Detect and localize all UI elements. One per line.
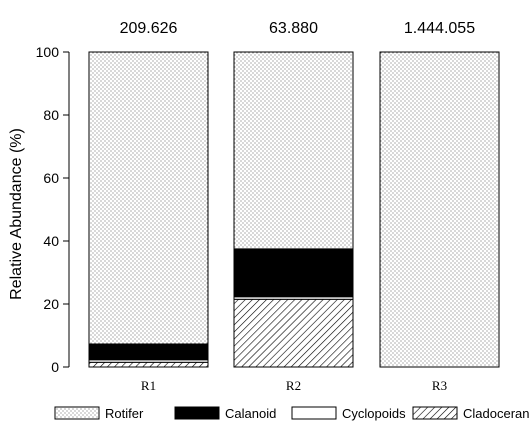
bar-stack-r3 [379, 51, 500, 368]
legend-item-calanoid: Calanoid [174, 406, 276, 421]
y-tick-label: 100 [36, 44, 60, 60]
bar-top-label: 209.626 [120, 20, 178, 37]
bar-segment-calanoid [88, 343, 209, 361]
y-axis-ticks: 0 20 40 60 80 100 [36, 44, 69, 375]
bar-segment-rotifer [379, 51, 500, 368]
bar-top-label: 63.880 [269, 20, 318, 37]
legend-item-cladoceran: Cladoceran [412, 406, 529, 421]
y-tick-label: 0 [51, 359, 59, 375]
bar-segment-calanoid [233, 248, 354, 298]
y-tick-label: 20 [43, 296, 59, 312]
bar-top-label: 1.444.055 [404, 20, 475, 37]
bar-stack-r1 [88, 51, 209, 368]
bar-segment-cladoceran [88, 361, 209, 368]
legend-label: Cyclopoids [342, 406, 406, 421]
x-axis-ticks: R1 R2 R3 [141, 378, 447, 393]
bar-segment-rotifer [233, 51, 354, 250]
bar-segment-cladoceran [233, 298, 354, 368]
legend-swatch [54, 406, 100, 420]
x-tick-label: R2 [286, 378, 301, 393]
y-tick-label: 40 [43, 233, 59, 249]
y-tick-label: 80 [43, 107, 59, 123]
legend-item-cyclopoids: Cyclopoids [291, 406, 406, 421]
bars [88, 51, 500, 368]
legend-swatch [412, 406, 458, 420]
x-tick-label: R3 [432, 378, 447, 393]
x-tick-label: R1 [141, 378, 156, 393]
bar-top-labels: 209.626 63.880 1.444.055 [120, 20, 476, 37]
axes: Relative Abundance (%) 0 20 40 60 80 100 [8, 44, 70, 375]
bar-stack-r2 [233, 51, 354, 368]
bar-segment-rotifer [88, 51, 209, 345]
y-axis-label: Relative Abundance (%) [8, 128, 25, 300]
legend-label: Calanoid [225, 406, 276, 421]
bar-outline [88, 51, 209, 368]
legend-label: Rotifer [105, 406, 144, 421]
legend-swatch [291, 406, 337, 420]
legend: Rotifer Calanoid Cyclopoids Cladoceran [54, 406, 529, 421]
y-tick-label: 60 [43, 170, 59, 186]
legend-label: Cladoceran [463, 406, 529, 421]
bar-outline [233, 51, 354, 368]
legend-swatch [174, 406, 220, 420]
legend-item-rotifer: Rotifer [54, 406, 144, 421]
bar-outline [379, 51, 500, 368]
